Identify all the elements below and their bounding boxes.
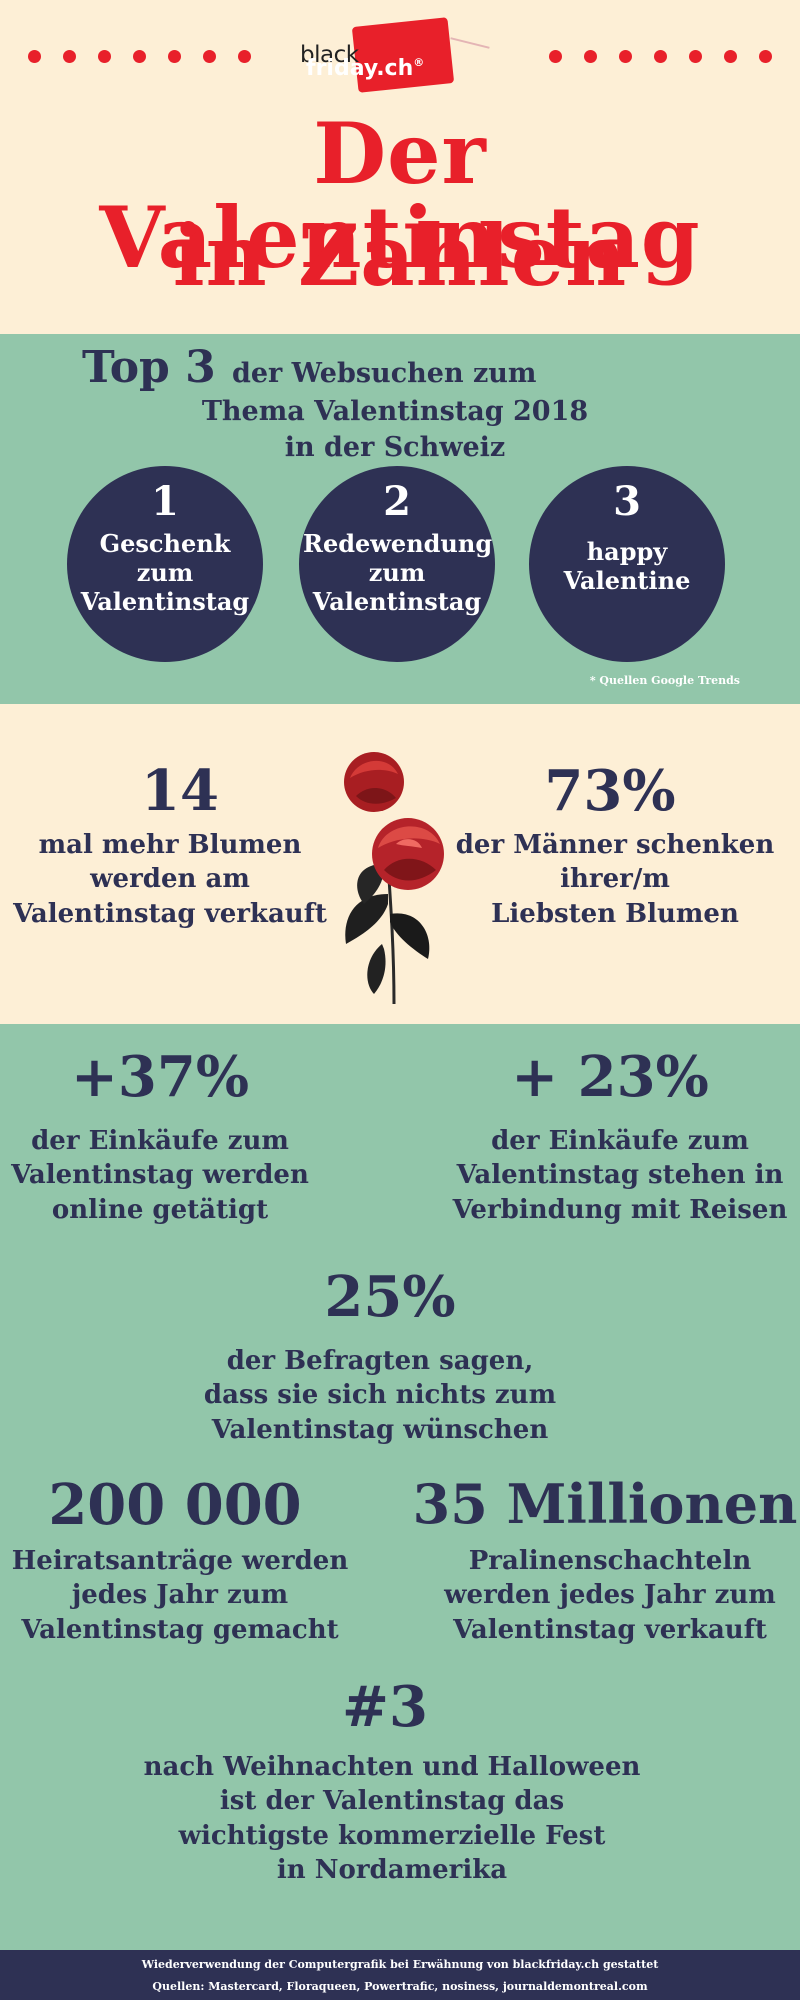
rose-illustration — [344, 752, 444, 1005]
online-stat-text: der Einkäufe zum Valentinstag werden onl… — [11, 1126, 309, 1225]
flowers-stat-number: 14 — [141, 758, 219, 824]
nothing-stat-number: 25% — [324, 1264, 456, 1330]
top3-label: Redewendung zum Valentinstag — [303, 529, 493, 616]
top3-label: happy Valentine — [563, 537, 691, 595]
blackfriday-logo: black friday.ch® — [300, 17, 500, 93]
men-flowers-stat-number: 73% — [544, 758, 676, 824]
rank-stat-number: #3 — [342, 1674, 428, 1740]
decorative-dots-left — [28, 50, 251, 63]
chocolate-stat-text: Pralinenschachteln werden jedes Jahr zum… — [444, 1546, 776, 1645]
decorative-dots-right — [549, 50, 772, 63]
top3-heading-line2: Thema Valentinstag 2018 — [201, 396, 589, 427]
logo-text-red: friday.ch — [306, 56, 414, 81]
source-note: * Quellen Google Trends — [589, 674, 740, 687]
price-tag-icon — [351, 17, 455, 93]
flowers-section: 14 mal mehr Blumen werden am Valentinsta… — [0, 704, 800, 1024]
page-title-line2: in Zahlen — [172, 206, 628, 305]
top3-rank: 2 — [383, 478, 411, 525]
top3-label: Geschenk zum Valentinstag — [80, 529, 250, 616]
footer-reuse-note: Wiederverwendung der Computergrafik bei … — [141, 1958, 659, 1971]
top3-rank: 1 — [151, 478, 179, 525]
rank-stat-text: nach Weihnachten und Halloween ist der V… — [143, 1752, 641, 1885]
proposals-stat-text: Heiratsanträge werden jedes Jahr zum Val… — [11, 1546, 349, 1645]
flowers-stat-text: mal mehr Blumen werden am Valentinstag v… — [13, 830, 327, 929]
top3-heading-line1: der Websuchen zum — [232, 358, 537, 389]
top3-circle-1: 1 Geschenk zum Valentinstag — [67, 466, 263, 662]
top3-circle-2: 2 Redewendung zum Valentinstag — [299, 466, 495, 662]
nothing-stat-text: der Befragten sagen, dass sie sich nicht… — [203, 1346, 557, 1445]
top3-circle-3: 3 happy Valentine — [529, 466, 725, 662]
men-flowers-stat-text: der Männer schenken ihrer/m Liebsten Blu… — [455, 830, 775, 929]
travel-stat-number: + 23% — [511, 1044, 709, 1110]
top3-rank: 3 — [613, 478, 641, 525]
top3-heading-line3: in der Schweiz — [284, 432, 506, 463]
footer-sources: Quellen: Mastercard, Floraqueen, Powertr… — [152, 1980, 648, 1993]
tag-string — [450, 37, 490, 49]
online-stat-number: +37% — [70, 1044, 250, 1110]
chocolate-stat-number: 35 Millionen — [412, 1472, 798, 1536]
top3-heading-big: Top 3 — [82, 342, 216, 393]
logo-registered: ® — [413, 56, 425, 69]
stats-section: +37% der Einkäufe zum Valentinstag werde… — [0, 1024, 800, 1950]
footer: Wiederverwendung der Computergrafik bei … — [0, 1950, 800, 2000]
logo-text-black: black — [300, 42, 359, 68]
travel-stat-text: der Einkäufe zum Valentinstag stehen in … — [452, 1126, 788, 1225]
header: black friday.ch® Der Valentinstag in Zah… — [0, 0, 800, 334]
page-title-line1: Der Valentinstag — [99, 104, 701, 287]
top3-searches-section: Top 3 der Websuchen zum Thema Valentinst… — [0, 334, 800, 704]
proposals-stat-number: 200 000 — [48, 1472, 302, 1538]
